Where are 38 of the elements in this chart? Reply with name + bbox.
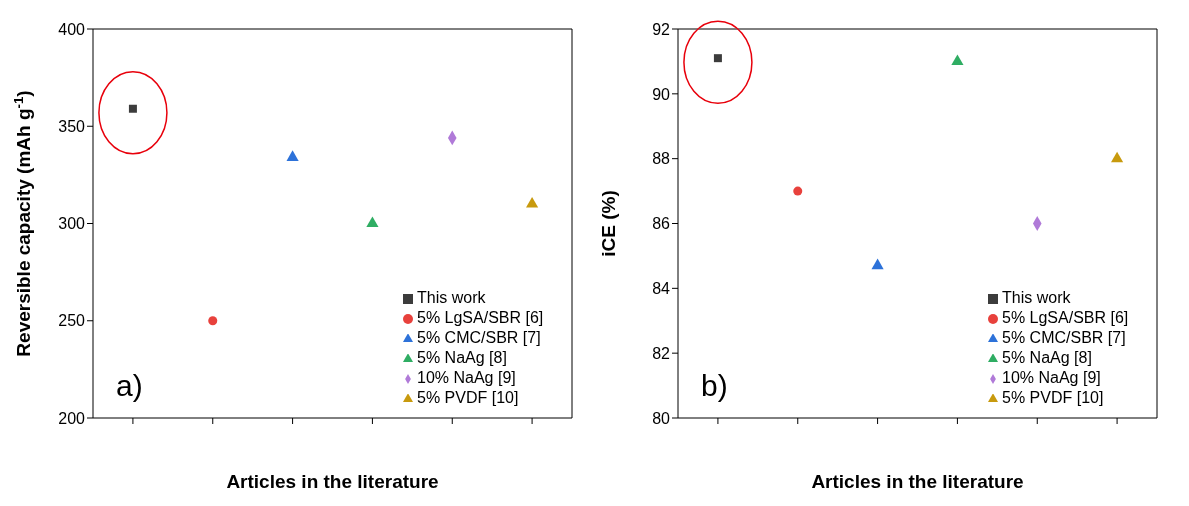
y-tick-label: 350 <box>58 117 86 135</box>
y-tick-label: 86 <box>652 215 671 233</box>
legend-label: 5% CMC/SBR [7] <box>1002 329 1126 346</box>
x-axis-title: Articles in the literature <box>811 471 1024 492</box>
point <box>286 150 299 161</box>
x-axis-title: Articles in the literature <box>226 471 439 492</box>
y-tick-label: 90 <box>652 85 671 103</box>
y-tick-label: 80 <box>652 409 671 427</box>
legend-label: 10% NaAg [9] <box>417 369 516 386</box>
y-axis-title: iCE (%) <box>598 190 619 257</box>
point <box>128 104 137 113</box>
legend-label: 10% NaAg [9] <box>1002 369 1101 386</box>
point <box>526 197 539 208</box>
y-tick-label: 250 <box>58 312 86 330</box>
point <box>366 216 379 228</box>
point <box>951 54 964 65</box>
annotation: b) <box>701 369 728 403</box>
legend-label: 5% PVDF [10] <box>1002 389 1104 406</box>
legend-label: 5% NaAg [8] <box>1002 349 1092 366</box>
point <box>793 186 803 196</box>
y-tick-label: 300 <box>58 215 86 233</box>
legend-label: 5% LgSA/SBR [6] <box>417 309 544 326</box>
y-tick-label: 400 <box>58 20 86 38</box>
legend-label: 5% PVDF [10] <box>417 389 519 406</box>
legend-label: This work <box>1002 289 1071 306</box>
legend-label: 5% CMC/SBR [7] <box>417 329 541 346</box>
y-tick-label: 88 <box>652 150 671 168</box>
legend-label: This work <box>417 289 486 306</box>
point <box>713 54 722 63</box>
y-tick-label: 84 <box>652 280 671 298</box>
legend-label: 5% LgSA/SBR [6] <box>1002 309 1129 326</box>
point <box>871 258 884 270</box>
y-tick-label: 200 <box>58 409 86 427</box>
annotation: a) <box>116 369 143 403</box>
y-tick-label: 92 <box>652 20 671 38</box>
y-tick-label: 82 <box>652 344 671 362</box>
legend-label: 5% NaAg [8] <box>417 349 507 366</box>
point <box>1111 151 1124 163</box>
